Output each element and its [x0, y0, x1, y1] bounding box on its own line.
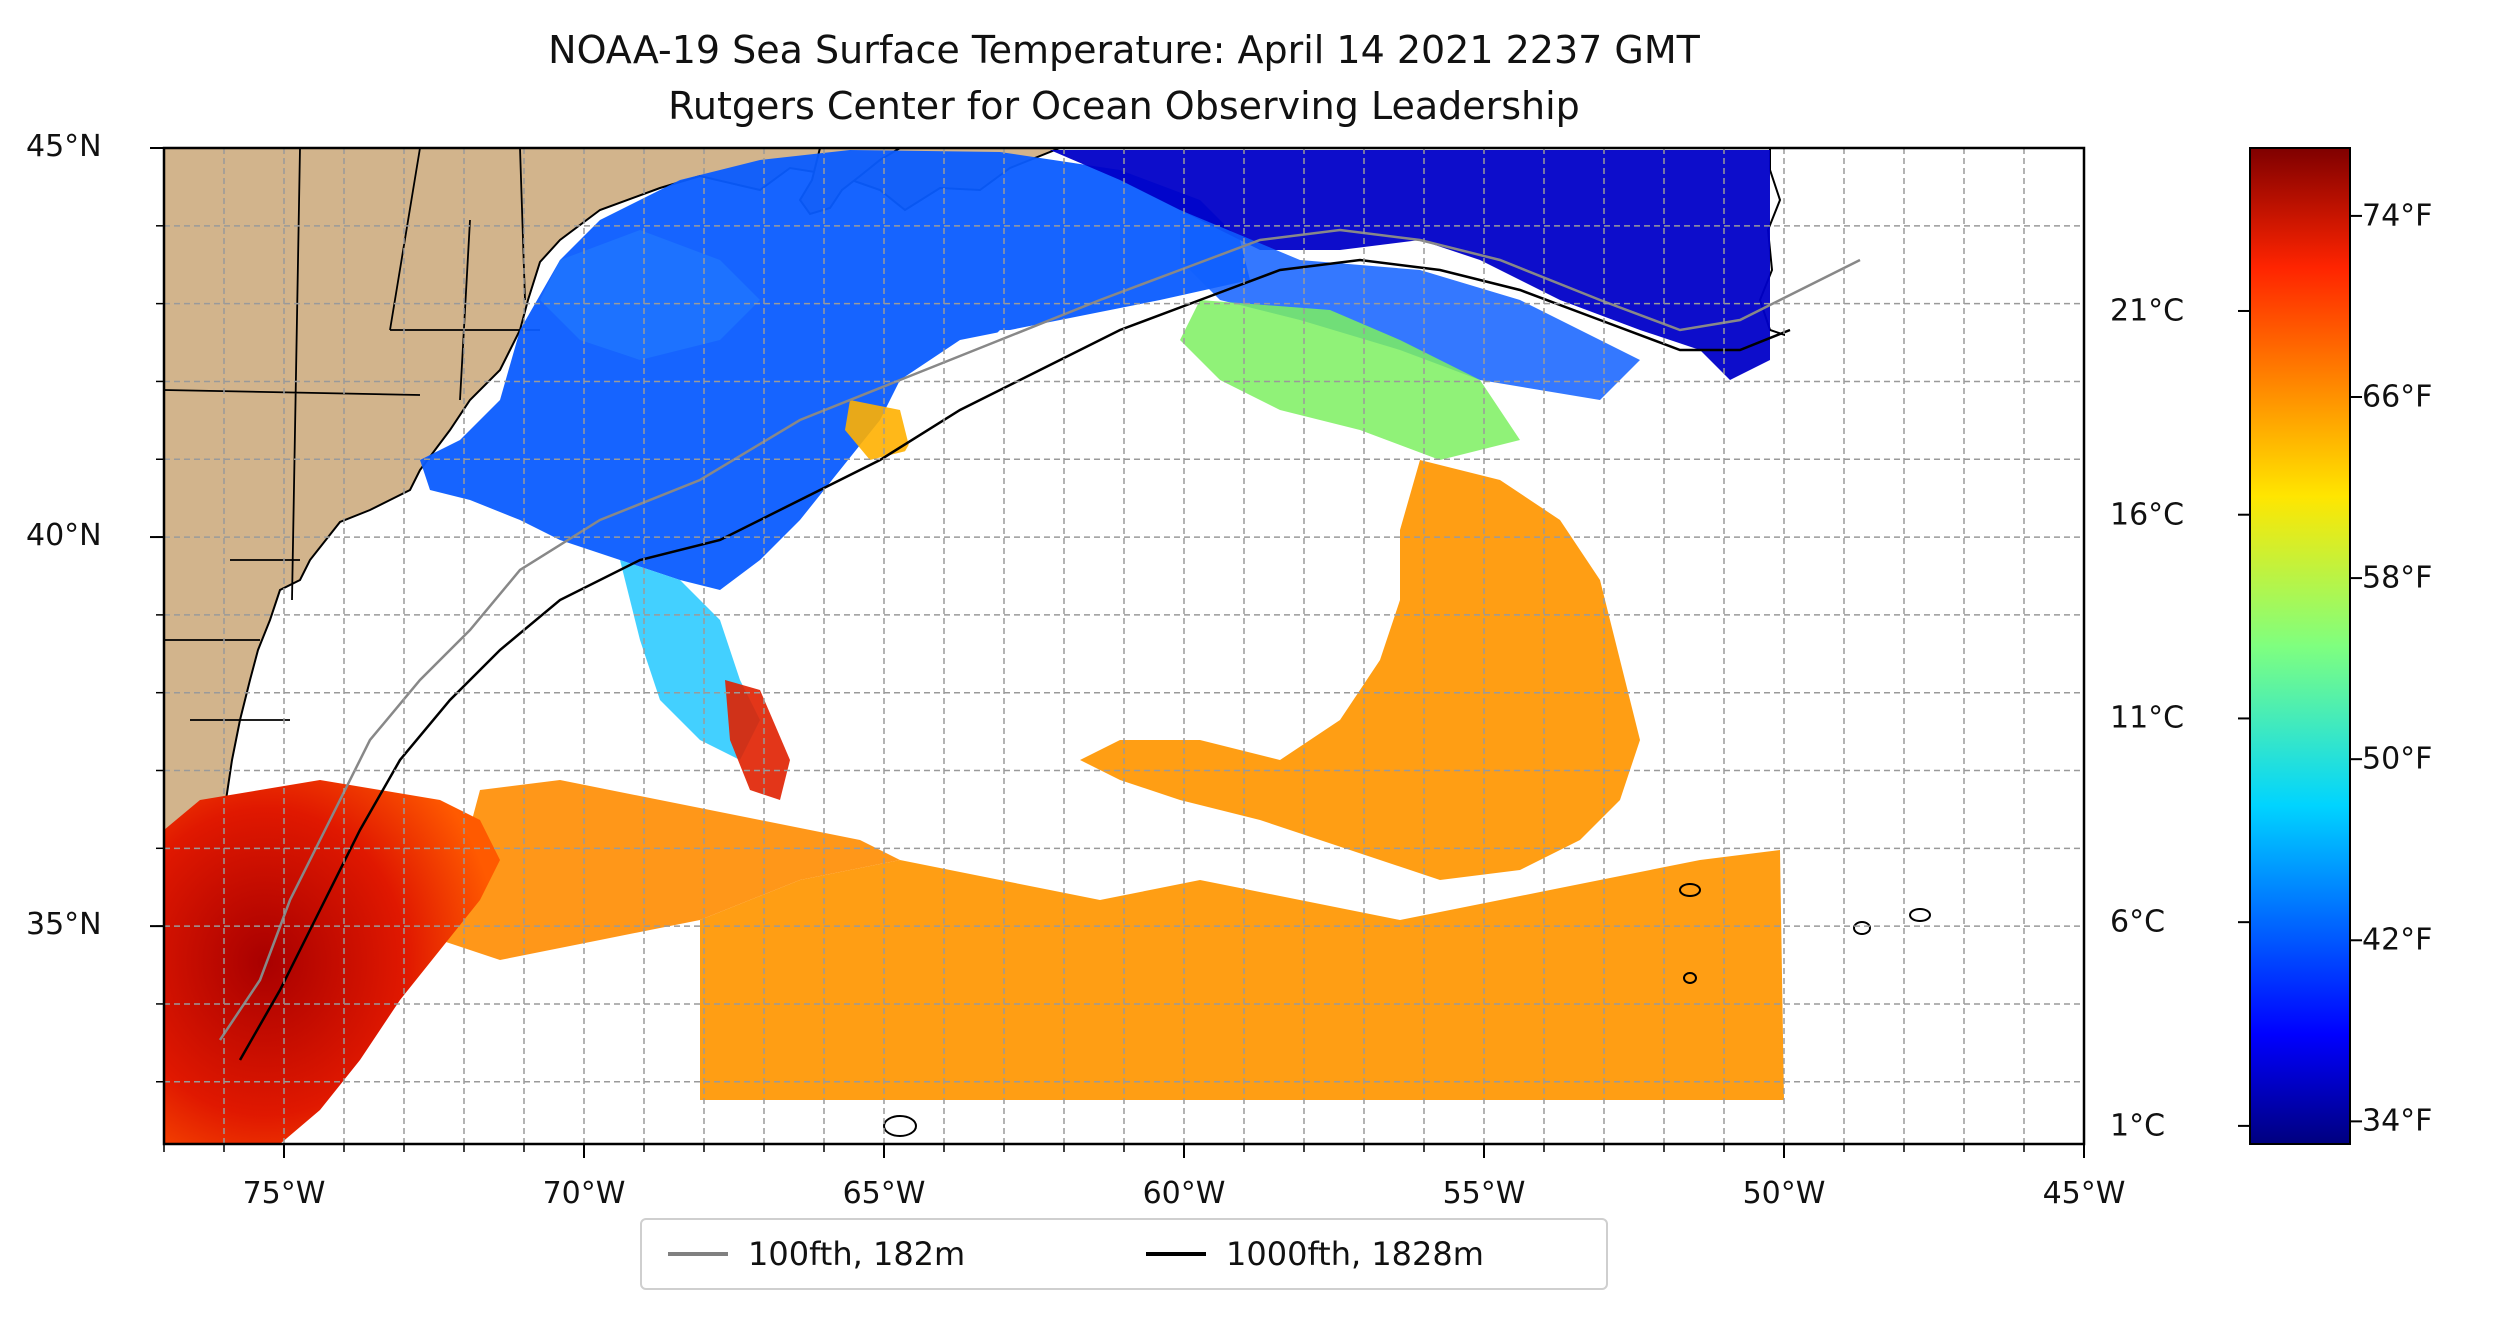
- seamount-3: [1853, 921, 1871, 935]
- seamount-5: [1683, 972, 1697, 984]
- cloud-gap-3: [840, 620, 980, 820]
- colorbar-f-label: 58°F: [2362, 560, 2433, 596]
- sst-warm-streak: [725, 680, 790, 800]
- contour-100fth: [218, 228, 1861, 1041]
- colorbar-c-label: 1°C: [2110, 1108, 2166, 1144]
- gridlines: [164, 148, 2084, 1144]
- sst-cyan-tongue: [620, 560, 760, 760]
- lon-tick-label: 55°W: [1442, 1176, 1526, 1211]
- colorbar-c-label: 21°C: [2110, 293, 2185, 329]
- legend-swatch-1000fth: [1146, 1252, 1206, 1256]
- legend-item-100fth: 100fth, 182m: [668, 1220, 965, 1288]
- no-data-east: [1785, 148, 2084, 1144]
- legend-label-1000fth: 1000fth, 1828m: [1226, 1235, 1484, 1273]
- colorbar: [2249, 147, 2351, 1145]
- colorbar-f-label: 74°F: [2362, 198, 2433, 234]
- lat-tick-label: 35°N: [26, 907, 102, 943]
- sst-orange-central: [1080, 460, 1640, 880]
- legend-swatch-100fth: [668, 1252, 728, 1256]
- lon-tick-label: 70°W: [542, 1176, 626, 1211]
- cloud-gap-2: [1560, 420, 1784, 820]
- map-title: NOAA-19 Sea Surface Temperature: April 1…: [548, 28, 1700, 72]
- colorbar-c-label: 11°C: [2110, 700, 2185, 736]
- sst-orange-south: [700, 850, 1784, 1100]
- lon-tick-label: 60°W: [1142, 1176, 1226, 1211]
- sst-gulf-stream: [164, 780, 500, 1144]
- lat-tick-label: 45°N: [26, 129, 102, 164]
- lon-tick-label: 50°W: [1742, 1176, 1826, 1211]
- sst-green-patches: [1180, 300, 1520, 460]
- legend-item-1000fth: 1000fth, 1828m: [1146, 1220, 1484, 1288]
- axis-ticks: [150, 147, 2085, 1158]
- seamount-1: [883, 1115, 917, 1137]
- contour-1000fth: [238, 258, 1791, 1061]
- colorbar-f-label: 50°F: [2362, 741, 2433, 777]
- seamount-2: [1679, 883, 1701, 897]
- colorbar-f-label: 42°F: [2362, 922, 2433, 958]
- colorbar-ticks: [2238, 214, 2362, 1127]
- colorbar-f-label: 66°F: [2362, 379, 2433, 415]
- lon-tick-label: 45°W: [2042, 1176, 2126, 1211]
- sst-cold-gulf-maine: [540, 230, 760, 360]
- lon-tick-label: 75°W: [242, 1176, 326, 1211]
- colorbar-c-label: 16°C: [2110, 497, 2185, 533]
- colorbar-f-label: 34°F: [2362, 1103, 2433, 1139]
- lat-tick-label: 40°N: [26, 518, 102, 554]
- sst-dark-blue-northeast: [1050, 150, 1770, 380]
- lon-tick-label: 65°W: [842, 1176, 926, 1211]
- seamount-4: [1909, 908, 1931, 922]
- legend-label-100fth: 100fth, 182m: [748, 1235, 966, 1273]
- sst-warm-eddy-1: [845, 400, 910, 460]
- map-legend: 100fth, 182m 1000fth, 1828m: [640, 1218, 1608, 1290]
- sst-mid-blue-band: [1180, 210, 1640, 400]
- colorbar-c-label: 6°C: [2110, 904, 2166, 940]
- sst-orange-mid-west: [440, 780, 900, 960]
- cloud-gap-1: [900, 330, 1260, 580]
- map-subtitle: Rutgers Center for Ocean Observing Leade…: [668, 84, 1580, 128]
